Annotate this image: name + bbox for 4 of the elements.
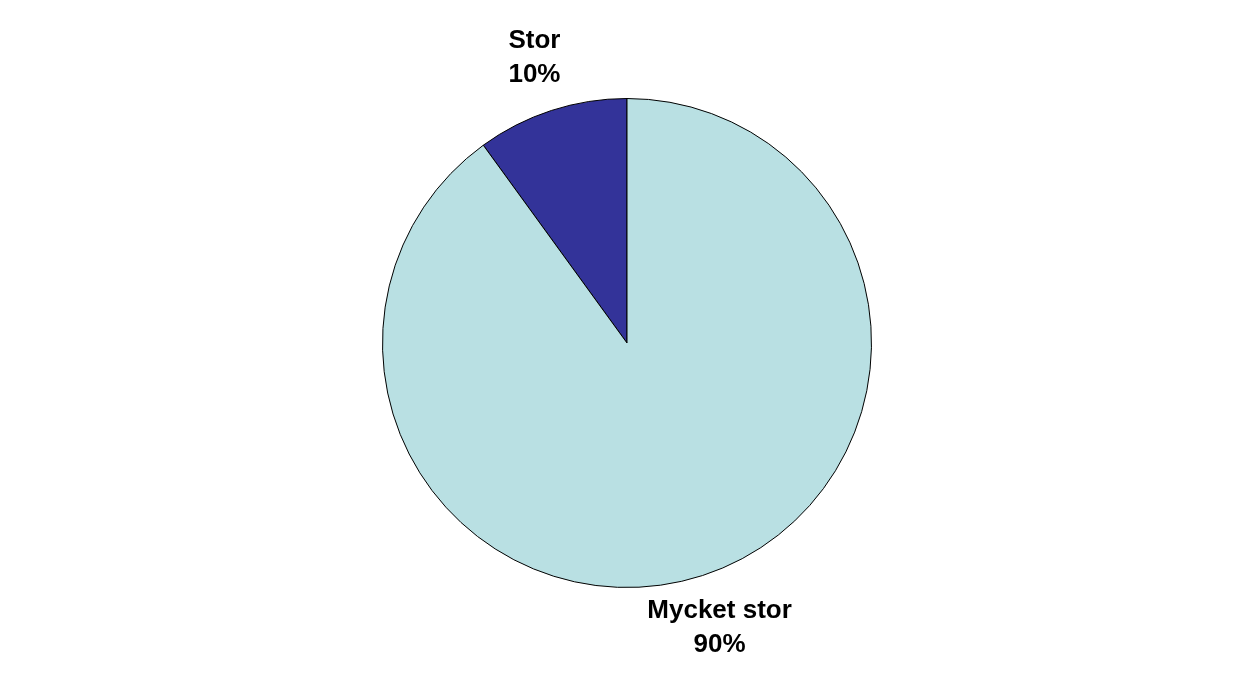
- data-label: 10%: [508, 58, 561, 89]
- data-label: 90%: [693, 628, 746, 659]
- slice-label: Stor: [508, 24, 561, 55]
- slice-label: Mycket stor: [647, 594, 792, 625]
